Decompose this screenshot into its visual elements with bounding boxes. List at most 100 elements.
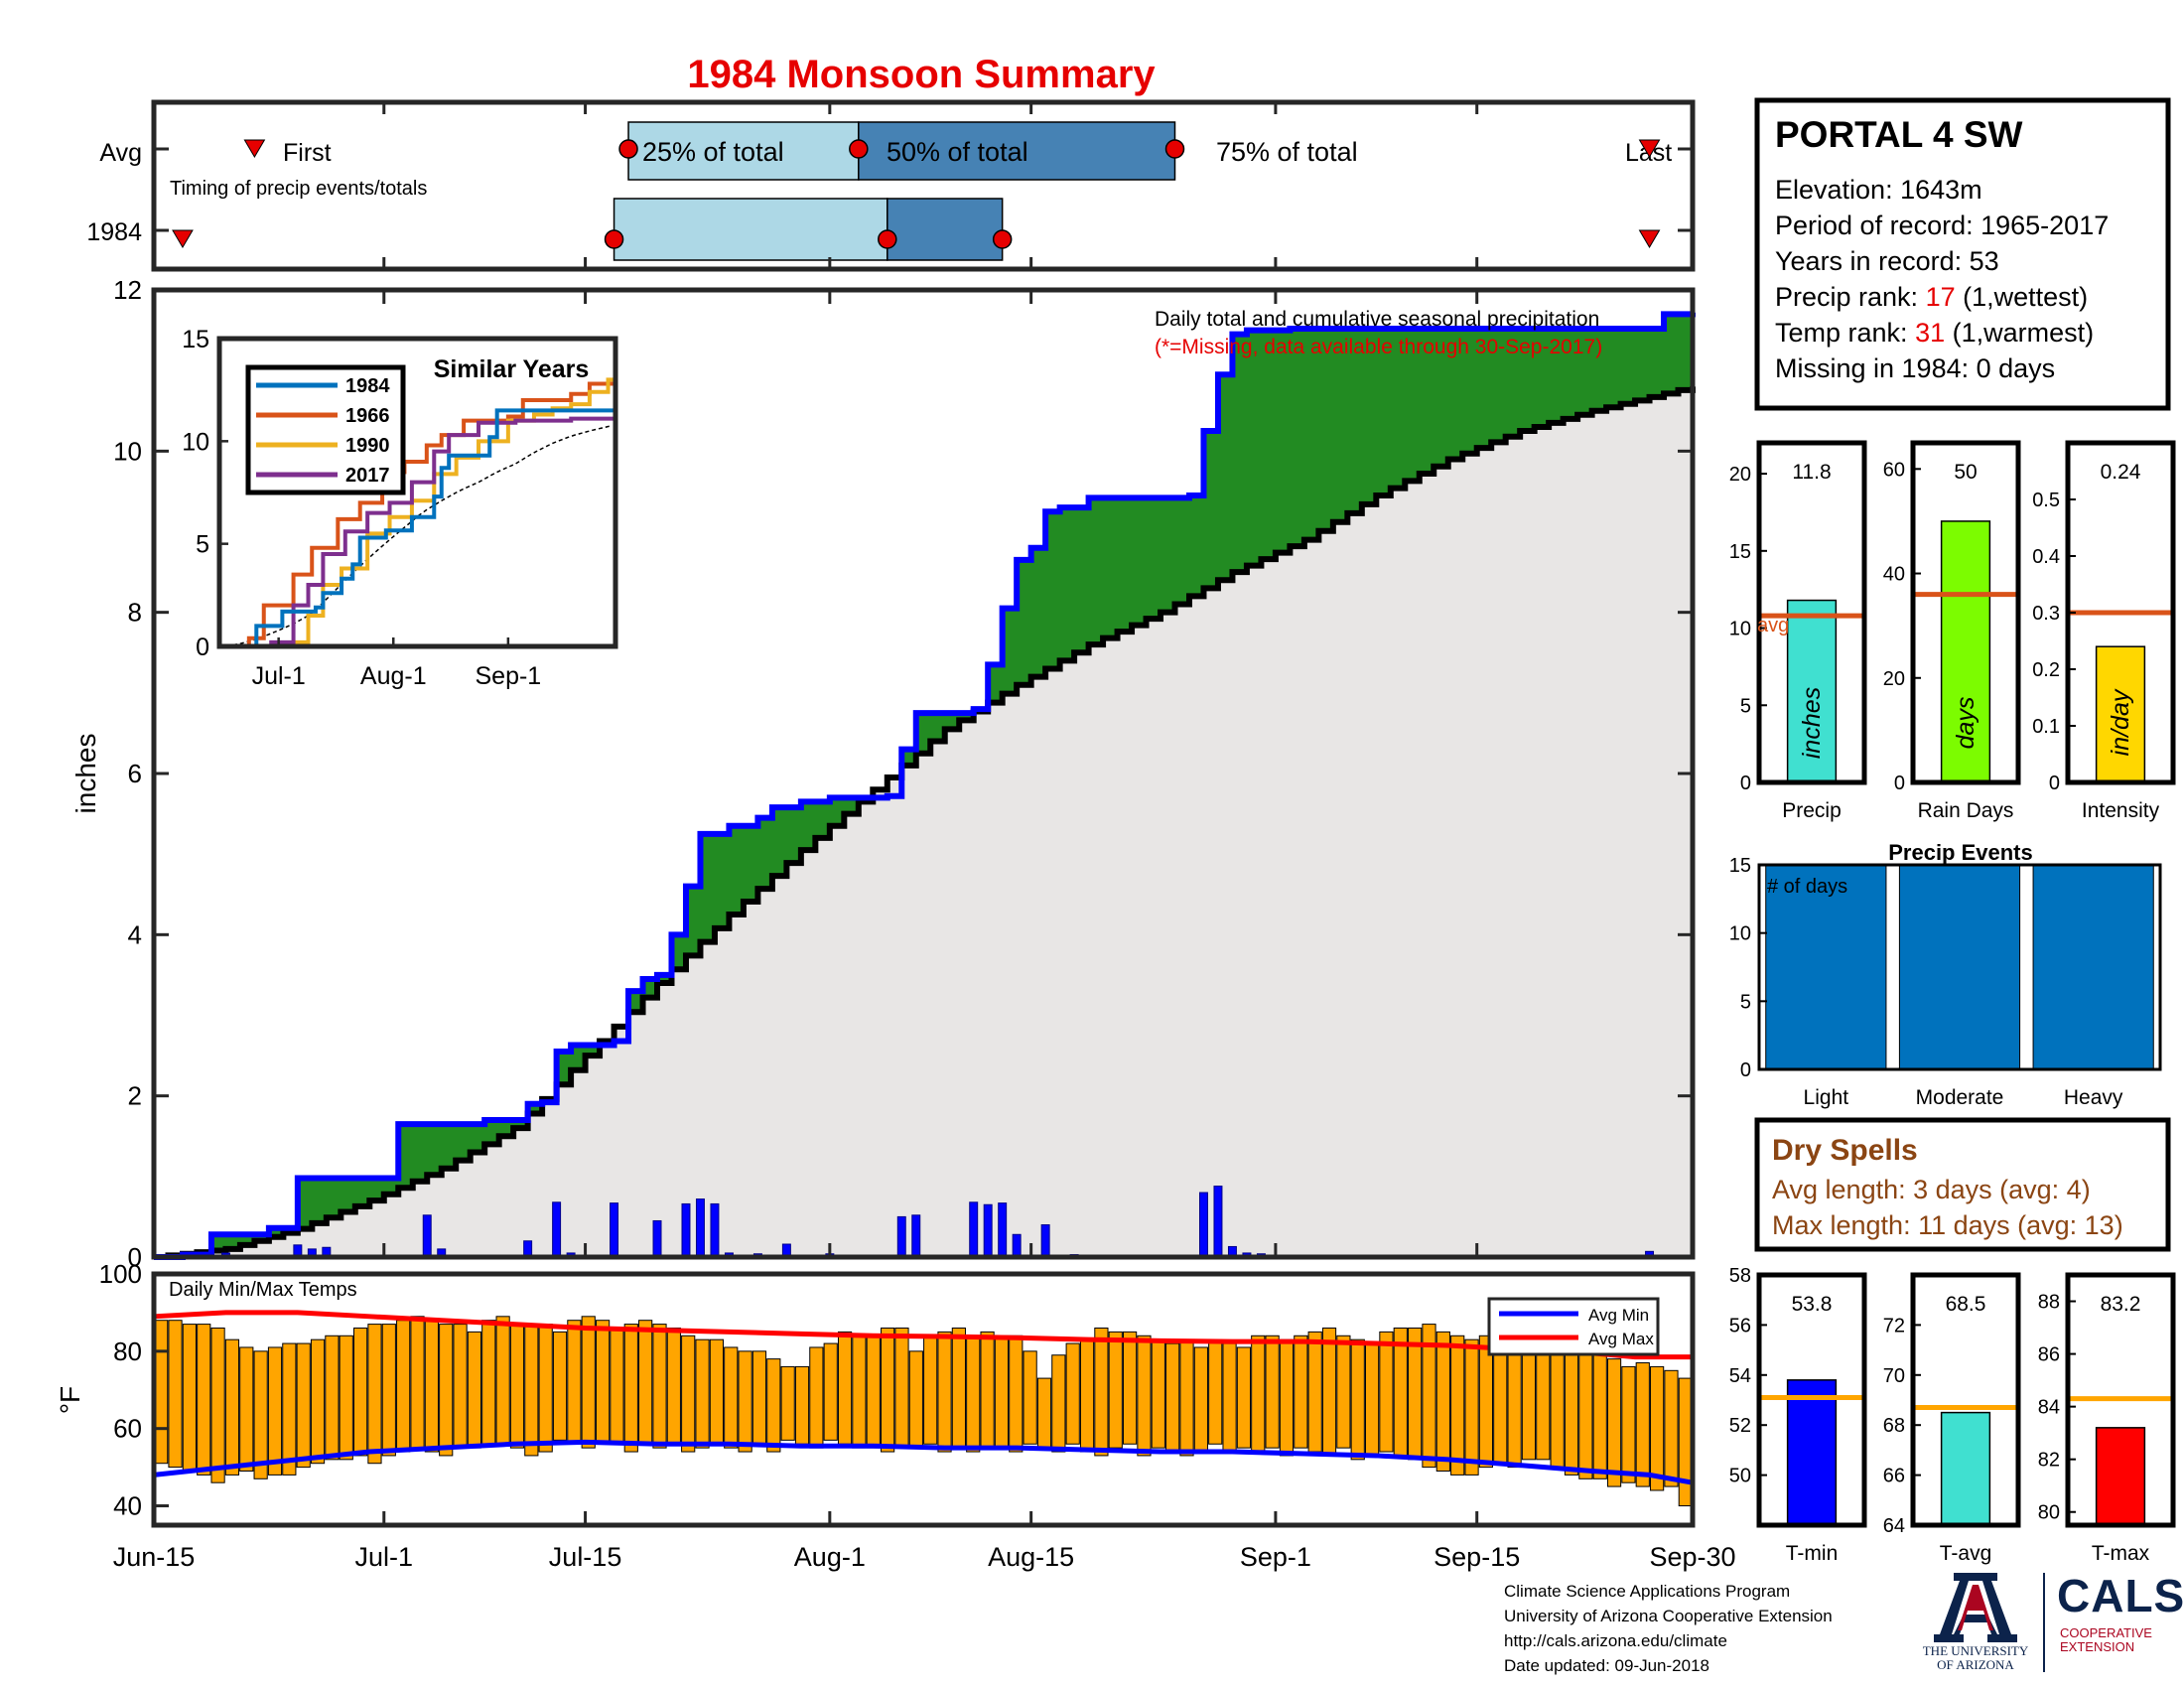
temp-range-bar bbox=[1236, 1346, 1252, 1449]
daily-precip-bar bbox=[911, 1214, 921, 1258]
precip-y-tick-label: 6 bbox=[128, 759, 142, 788]
events-y-tick-label: 5 bbox=[1740, 991, 1751, 1013]
temp-range-bar bbox=[1165, 1342, 1180, 1453]
temp-range-bar bbox=[1094, 1327, 1109, 1457]
temp-range-bar bbox=[852, 1335, 867, 1449]
station-missing: Missing in 1984: 0 days bbox=[1775, 353, 2055, 383]
temp-range-bar bbox=[623, 1324, 638, 1453]
temp-range-bar bbox=[381, 1324, 396, 1457]
station-temp-rank: Temp rank: 31 (1,warmest) bbox=[1775, 318, 2094, 348]
timing-year-p75-marker bbox=[992, 229, 1013, 249]
temp-range-bar bbox=[239, 1346, 254, 1473]
temp-summary-bar-t-min bbox=[1786, 1379, 1838, 1526]
temp-rank-prefix: Temp rank: bbox=[1775, 318, 1915, 348]
temps-y-tick-label: 60 bbox=[113, 1414, 142, 1444]
temp-summary-y-tick-label: 50 bbox=[1729, 1466, 1751, 1487]
legend-first-label: First bbox=[283, 139, 332, 167]
inset-series-1984 bbox=[219, 406, 617, 648]
temp-summary-category-label: T-avg bbox=[1940, 1542, 1992, 1565]
temp-range-bar bbox=[738, 1350, 752, 1453]
precip-summary-unit-label: in/day bbox=[2107, 688, 2134, 756]
timing-year-p25-marker bbox=[604, 229, 624, 249]
temp-range-bar bbox=[1009, 1335, 1024, 1453]
date-axis-label: Jul-15 bbox=[549, 1542, 622, 1572]
temp-summary-panel-frame bbox=[2065, 1272, 2176, 1528]
temps-axes-frame bbox=[151, 1271, 1696, 1528]
precip-y-tick-label: 8 bbox=[128, 598, 142, 628]
daily-precip-bar bbox=[1040, 1224, 1050, 1258]
station-years: Years in record: 53 bbox=[1775, 246, 1999, 276]
temp-range-bar bbox=[1222, 1342, 1237, 1453]
precip-rank-suffix: (1,wettest) bbox=[1956, 282, 2089, 312]
temp-range-bar bbox=[1435, 1331, 1450, 1473]
timing-avg-second-half-box bbox=[858, 121, 1176, 181]
temp-range-bar bbox=[424, 1320, 439, 1453]
annotation-line-2: (*=Missing, data available through 30-Se… bbox=[1155, 336, 1602, 358]
station-info-box: PORTAL 4 SW Elevation: 1643m Period of r… bbox=[1754, 97, 2171, 411]
footer-credits: Climate Science Applications Program Uni… bbox=[1504, 1579, 1833, 1678]
annotation-line-1: Daily total and cumulative seasonal prec… bbox=[1155, 308, 1599, 331]
precip-summary-y-tick-label: 60 bbox=[1883, 459, 1905, 481]
temp-range-bar bbox=[1036, 1377, 1052, 1449]
events-axes-frame bbox=[1757, 863, 2162, 1071]
temp-range-bar bbox=[1578, 1350, 1593, 1479]
timing-avg-p50-marker bbox=[849, 139, 869, 159]
temp-summary-y-tick-label: 82 bbox=[2038, 1450, 2060, 1472]
temp-summary-y-tick-label: 86 bbox=[2038, 1344, 2060, 1366]
temp-range-bar bbox=[1393, 1327, 1408, 1457]
temp-summary-value-label: 83.2 bbox=[2101, 1293, 2141, 1316]
temp-range-bar bbox=[724, 1346, 739, 1449]
timing-avg-first-marker bbox=[243, 139, 266, 158]
temp-range-bar bbox=[210, 1327, 225, 1483]
timing-row-label-avg: Avg bbox=[99, 139, 142, 167]
daily-precip-bar bbox=[1198, 1192, 1208, 1258]
temp-range-bar bbox=[1450, 1335, 1465, 1476]
temp-range-bar bbox=[1564, 1342, 1579, 1476]
temp-range-bar bbox=[823, 1342, 838, 1441]
station-period: Period of record: 1965-2017 bbox=[1775, 211, 2109, 240]
date-axis-label: Sep-30 bbox=[1649, 1542, 1735, 1572]
university-of-arizona-logo bbox=[1934, 1573, 2017, 1642]
precip-summary-y-tick-label: 0 bbox=[2049, 773, 2060, 794]
precip-avg-fill bbox=[154, 386, 1693, 1257]
timing-avg-last-marker bbox=[1638, 139, 1661, 158]
daily-precip-bar bbox=[1213, 1186, 1223, 1258]
inset-x-tick-label: Jul-1 bbox=[252, 662, 306, 690]
temp-range-bar bbox=[1051, 1354, 1066, 1453]
inset-x-tick-label: Aug-1 bbox=[360, 662, 427, 690]
temp-range-bar bbox=[224, 1338, 240, 1476]
similar-years-inset: 0 5 10 15 Jul-1 Aug-1 Sep-1 Similar Years 1984… bbox=[182, 326, 618, 690]
daily-precip-bar bbox=[422, 1214, 432, 1258]
university-name-line-1: THE UNIVERSITY bbox=[1922, 1643, 2029, 1658]
temp-range-bar bbox=[310, 1338, 326, 1465]
cals-wordmark: CALS bbox=[2057, 1570, 2184, 1621]
inset-legend-box bbox=[245, 364, 406, 495]
date-axis-label: Sep-1 bbox=[1240, 1542, 1311, 1572]
temp-range-bar bbox=[638, 1320, 653, 1445]
footer-line-url[interactable]: http://cals.arizona.edu/climate bbox=[1504, 1631, 1727, 1650]
precip-y-tick-label: 12 bbox=[113, 275, 142, 305]
date-axis-label: Aug-1 bbox=[794, 1542, 866, 1572]
date-axis-label: Jun-15 bbox=[113, 1542, 196, 1572]
precip-y-axis-label: inches bbox=[70, 734, 101, 814]
events-y-label: # of days bbox=[1767, 876, 1847, 898]
precip-events-panel: Precip Events Light Moderate Heavy 0 5 10 15 # … bbox=[1729, 840, 2162, 1109]
temp-range-bar bbox=[325, 1335, 340, 1461]
precip-summary-y-tick-label: 0 bbox=[1894, 773, 1905, 794]
precip-summary-panel-frame bbox=[1910, 440, 2021, 785]
precip-summary-y-tick-label: 20 bbox=[1729, 464, 1751, 486]
precip-summary-y-tick-label: 15 bbox=[1729, 541, 1751, 563]
daily-precip-bar bbox=[1012, 1233, 1022, 1258]
temp-range-bar bbox=[267, 1346, 283, 1476]
temp-summary-bar-t-avg bbox=[1940, 1411, 1991, 1526]
temp-summary-y-tick-label: 70 bbox=[1883, 1365, 1905, 1387]
precip-summary-y-tick-label: 10 bbox=[1729, 619, 1751, 640]
events-bar-moderate bbox=[1898, 864, 2021, 1070]
temp-range-bar bbox=[453, 1324, 468, 1449]
temp-range-bar bbox=[1179, 1338, 1194, 1457]
temp-range-bar bbox=[182, 1324, 197, 1473]
temp-range-bar bbox=[1294, 1335, 1308, 1449]
precip-summary-y-tick-label: 0.4 bbox=[2032, 546, 2060, 568]
station-elevation: Elevation: 1643m bbox=[1775, 175, 1982, 205]
